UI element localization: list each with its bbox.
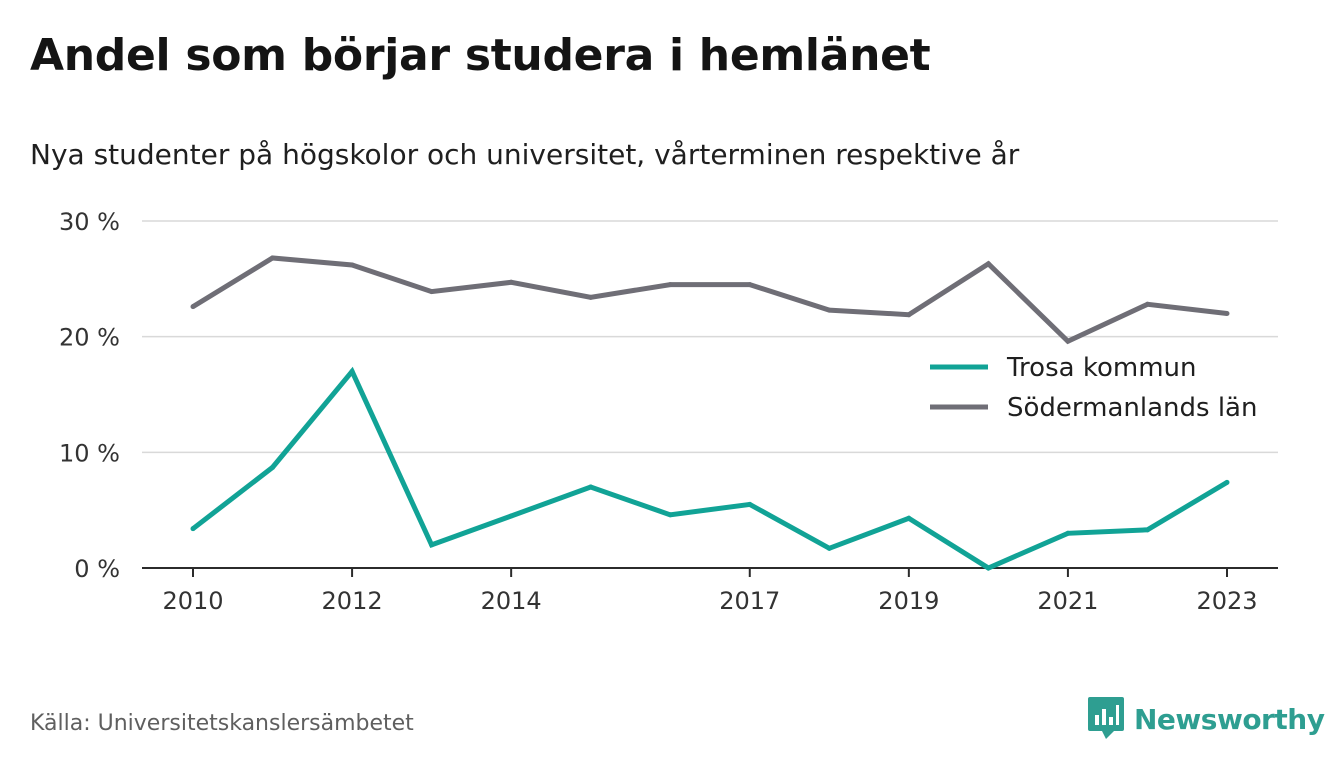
data-point [747, 282, 753, 288]
data-point [508, 279, 514, 285]
data-point [1224, 311, 1230, 317]
data-point [1224, 479, 1230, 485]
data-point [508, 513, 514, 519]
data-point [588, 484, 594, 490]
data-point [270, 255, 276, 261]
data-point [826, 307, 832, 313]
data-point [588, 294, 594, 300]
legend: Trosa kommun Södermanlands län [930, 353, 1257, 423]
legend-label: Södermanlands län [1007, 393, 1257, 423]
data-point [270, 464, 276, 470]
axis-layer: 0 % 10 % 20 % 30 % 2010 2012 2014 2017 2019 2021 2… [59, 208, 1278, 615]
data-point [985, 565, 991, 571]
data-point [1065, 338, 1071, 344]
y-tick-label: 0 % [74, 555, 120, 583]
data-point [747, 501, 753, 507]
y-tick-label: 20 % [59, 324, 120, 352]
series-layer [190, 255, 1230, 571]
y-tick-label: 10 % [59, 439, 120, 467]
data-point [1144, 527, 1150, 533]
data-point [190, 526, 196, 532]
line-chart: 0 % 10 % 20 % 30 % 2010 2012 2014 2017 2019 2021 2… [59, 208, 1278, 615]
y-tick-label: 30 % [59, 208, 120, 236]
data-point [190, 304, 196, 310]
chart-subtitle: Nya studenter på högskolor och universit… [30, 138, 1020, 171]
source-note: Källa: Universitetskanslersämbetet [30, 711, 414, 736]
data-point [667, 512, 673, 518]
data-point [429, 542, 435, 548]
x-tick-label: 2019 [878, 587, 939, 615]
x-tick-label: 2023 [1196, 587, 1257, 615]
x-tick-label: 2010 [162, 587, 223, 615]
data-point [985, 261, 991, 267]
data-point [906, 312, 912, 318]
data-point [826, 545, 832, 551]
series-line-0 [191, 366, 1229, 571]
chart-title: Andel som börjar studera i hemlänet [30, 30, 931, 81]
data-point [1065, 530, 1071, 536]
brand-name: Newsworthy [1134, 702, 1325, 736]
grid-layer [142, 220, 1278, 454]
x-tick-label: 2012 [322, 587, 383, 615]
brand-logo[interactable]: Newsworthy [1088, 697, 1325, 741]
x-tick-label: 2017 [719, 587, 780, 615]
data-point [1144, 301, 1150, 307]
data-point [667, 282, 673, 288]
data-point [429, 289, 435, 295]
x-tick-label: 2014 [481, 587, 542, 615]
x-tick-label: 2021 [1037, 587, 1098, 615]
data-point [906, 515, 912, 521]
series-line-1 [191, 255, 1228, 345]
legend-label: Trosa kommun [1006, 353, 1196, 383]
data-point [349, 368, 355, 374]
newsworthy-logo-icon [1088, 697, 1124, 739]
data-point [349, 262, 355, 268]
